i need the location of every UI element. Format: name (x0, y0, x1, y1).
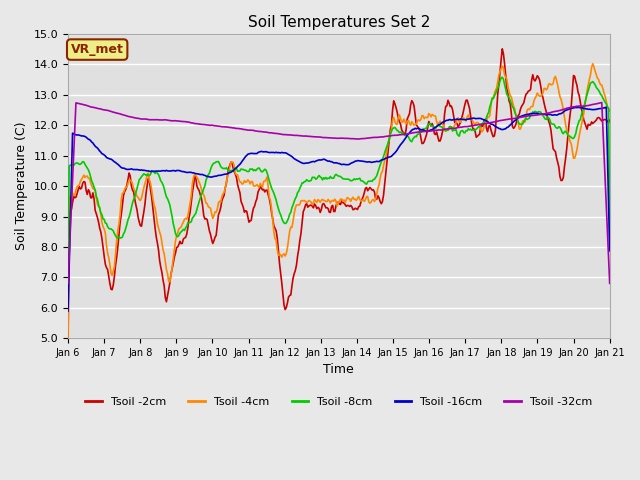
Title: Soil Temperatures Set 2: Soil Temperatures Set 2 (248, 15, 430, 30)
X-axis label: Time: Time (323, 363, 354, 376)
Text: VR_met: VR_met (71, 43, 124, 56)
Legend: Tsoil -2cm, Tsoil -4cm, Tsoil -8cm, Tsoil -16cm, Tsoil -32cm: Tsoil -2cm, Tsoil -4cm, Tsoil -8cm, Tsoi… (81, 393, 596, 411)
Y-axis label: Soil Temperature (C): Soil Temperature (C) (15, 122, 28, 251)
